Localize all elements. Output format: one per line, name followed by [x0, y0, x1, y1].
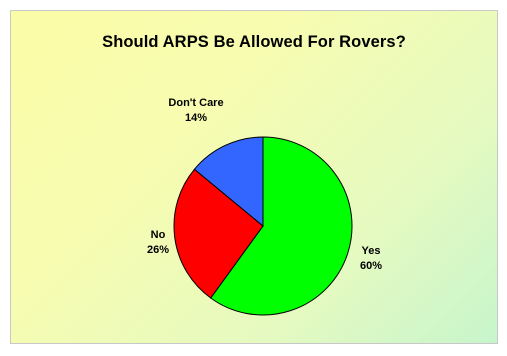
slice-label-no: No	[151, 229, 166, 241]
pie-slice-no	[173, 168, 264, 299]
pie-slice-yes	[209, 136, 353, 316]
slice-label-yes: Yes	[362, 245, 381, 257]
chart-title: Should ARPS Be Allowed For Rovers?	[102, 33, 406, 51]
slice-value-yes: 60%	[360, 260, 382, 272]
pie-slice-don-t-care	[193, 136, 264, 228]
slice-value-don-t-care: 14%	[185, 112, 207, 124]
slice-value-no: 26%	[147, 244, 169, 256]
slice-label-don-t-care: Don't Care	[168, 97, 223, 109]
